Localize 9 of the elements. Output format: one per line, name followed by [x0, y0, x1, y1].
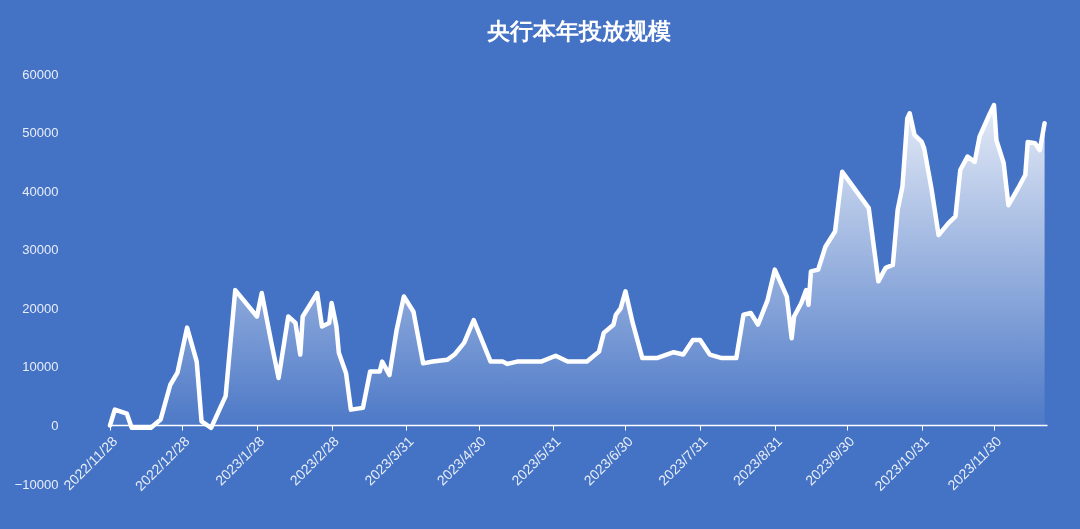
- y-tick-label: 20000: [22, 300, 59, 316]
- y-tick-label: 60000: [22, 66, 59, 82]
- y-tick-label: 10000: [22, 359, 59, 375]
- chart-title: 央行本年投放规模: [486, 18, 671, 44]
- y-tick-label: 40000: [22, 183, 59, 199]
- y-tick-label: 0: [51, 417, 59, 433]
- y-tick-label: −10000: [14, 476, 59, 492]
- y-tick-label: 30000: [22, 242, 59, 258]
- y-tick-label: 50000: [22, 125, 59, 141]
